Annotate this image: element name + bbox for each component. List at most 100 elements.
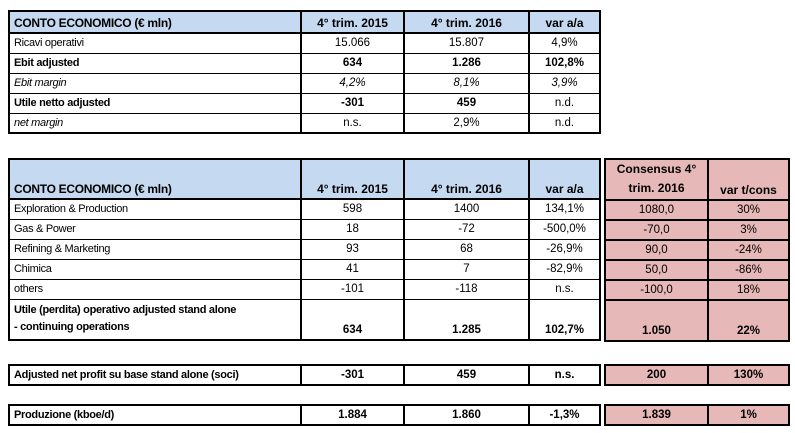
table-cell: 1400 xyxy=(403,198,530,220)
table-cell: 15.807 xyxy=(403,32,530,54)
table-cell: -72 xyxy=(403,218,530,240)
consensus-row-total: 1.050 22% xyxy=(604,299,790,343)
col-header-consensus: Consensus 4° trim. 2016 xyxy=(604,157,709,202)
table-cell: 68 xyxy=(403,238,530,260)
table-cell: 2,9% xyxy=(403,112,530,134)
table-row: Exploration & Production 598 1400 134,1% xyxy=(8,198,601,220)
table-cell: -100,0 xyxy=(604,279,709,302)
table-header-row: CONTO ECONOMICO (€ mln) 4° trim. 2015 4°… xyxy=(8,10,601,34)
table-cell: -301 xyxy=(300,364,405,386)
consensus-row: 1.839 1% xyxy=(604,404,790,426)
row-label: others xyxy=(8,278,302,300)
col-header-q4-2015: 4° trim. 2015 xyxy=(300,158,405,200)
row-label: Utile netto adjusted xyxy=(8,92,302,114)
consensus-row: -70,0 3% xyxy=(604,219,790,242)
table-row-total: Utile (perdita) operativo adjusted stand… xyxy=(8,298,601,341)
row-label: Produzione (kboe/d) xyxy=(8,404,302,426)
table-cell: 459 xyxy=(403,364,530,386)
table-cell: 8,1% xyxy=(403,72,530,94)
table-cell: 1080,0 xyxy=(604,199,709,222)
table-cell: n.s. xyxy=(528,364,601,386)
table-cell: -24% xyxy=(707,239,790,262)
income-statement-summary-table: CONTO ECONOMICO (€ mln) 4° trim. 2015 4°… xyxy=(8,10,601,134)
row-label: Gas & Power xyxy=(8,218,302,240)
col-header-q4-2015: 4° trim. 2015 xyxy=(300,10,405,34)
table-cell: 4,2% xyxy=(300,72,405,94)
row-label: Exploration & Production xyxy=(8,198,302,220)
table-cell: 1% xyxy=(707,404,790,426)
adjusted-net-profit-consensus: 200 130% xyxy=(604,364,790,386)
table-cell: -500,0% xyxy=(528,218,601,240)
table-cell: -82,9% xyxy=(528,258,601,280)
table-cell: 30% xyxy=(707,199,790,222)
row-label: Ebit adjusted xyxy=(8,52,302,74)
table-cell: 3,9% xyxy=(528,72,601,94)
col-header-var-cons: var t/cons xyxy=(707,157,790,202)
table-row: Produzione (kboe/d) 1.884 1.860 -1,3% xyxy=(8,404,601,426)
table-row: Utile netto adjusted -301 459 n.d. xyxy=(8,92,601,114)
table-row: Refining & Marketing 93 68 -26,9% xyxy=(8,238,601,260)
table-cell: 22% xyxy=(707,299,790,343)
consensus-panel: Consensus 4° trim. 2016 var t/cons 1080,… xyxy=(604,157,790,343)
table-cell: 1.839 xyxy=(604,404,709,426)
adjusted-net-profit-row: Adjusted net profit su base stand alone … xyxy=(8,364,601,386)
consensus-row: 90,0 -24% xyxy=(604,239,790,262)
table-cell: 459 xyxy=(403,92,530,114)
table-cell: n.d. xyxy=(528,112,601,134)
consensus-header-row: Consensus 4° trim. 2016 var t/cons xyxy=(604,157,790,202)
table-cell: n.d. xyxy=(528,92,601,114)
table-title: CONTO ECONOMICO (€ mln) xyxy=(8,158,302,200)
table-cell: -118 xyxy=(403,278,530,300)
consensus-row: -100,0 18% xyxy=(604,279,790,302)
row-label: Utile (perdita) operativo adjusted stand… xyxy=(8,298,302,341)
table-row: Chimica 41 7 -82,9% xyxy=(8,258,601,280)
consensus-row: 1080,0 30% xyxy=(604,199,790,222)
col-header-var-yoy: var a/a xyxy=(528,10,601,34)
table-cell: 134,1% xyxy=(528,198,601,220)
table-header-row: CONTO ECONOMICO (€ mln) 4° trim. 2015 4°… xyxy=(8,158,601,200)
table-cell: 93 xyxy=(300,238,405,260)
row-label: Refining & Marketing xyxy=(8,238,302,260)
row-label: net margin xyxy=(8,112,302,134)
table-cell: 7 xyxy=(403,258,530,280)
table-cell: -86% xyxy=(707,259,790,282)
consensus-row: 200 130% xyxy=(604,364,790,386)
col-header-q4-2016: 4° trim. 2016 xyxy=(403,158,530,200)
table-cell: 90,0 xyxy=(604,239,709,262)
table-cell: 4,9% xyxy=(528,32,601,54)
table-cell: 1.286 xyxy=(403,52,530,74)
table-cell: 634 xyxy=(300,52,405,74)
table-cell: 130% xyxy=(707,364,790,386)
table-cell: -101 xyxy=(300,278,405,300)
table-cell: 102,8% xyxy=(528,52,601,74)
table-row: Ricavi operativi 15.066 15.807 4,9% xyxy=(8,32,601,54)
table-cell: -301 xyxy=(300,92,405,114)
consensus-row: 50,0 -86% xyxy=(604,259,790,282)
table-row: Gas & Power 18 -72 -500,0% xyxy=(8,218,601,240)
table-cell: 1.884 xyxy=(300,404,405,426)
table-cell: 41 xyxy=(300,258,405,280)
table-cell: n.s. xyxy=(528,278,601,300)
table-cell: 200 xyxy=(604,364,709,386)
row-label: Adjusted net profit su base stand alone … xyxy=(8,364,302,386)
table-cell: 598 xyxy=(300,198,405,220)
table-cell: -26,9% xyxy=(528,238,601,260)
table-row: Ebit margin 4,2% 8,1% 3,9% xyxy=(8,72,601,94)
table-cell: -1,3% xyxy=(528,404,601,426)
table-cell: -70,0 xyxy=(604,219,709,242)
table-row: net margin n.s. 2,9% n.d. xyxy=(8,112,601,134)
row-label: Ebit margin xyxy=(8,72,302,94)
table-cell: 102,7% xyxy=(528,298,601,341)
table-title: CONTO ECONOMICO (€ mln) xyxy=(8,10,302,34)
table-cell: 18 xyxy=(300,218,405,240)
row-label: Chimica xyxy=(8,258,302,280)
table-row: others -101 -118 n.s. xyxy=(8,278,601,300)
table-cell: 18% xyxy=(707,279,790,302)
table-cell: 1.860 xyxy=(403,404,530,426)
col-header-q4-2016: 4° trim. 2016 xyxy=(403,10,530,34)
col-header-var-yoy: var a/a xyxy=(528,158,601,200)
table-cell: 1.050 xyxy=(604,299,709,343)
table-row: Ebit adjusted 634 1.286 102,8% xyxy=(8,52,601,74)
row-label: Ricavi operativi xyxy=(8,32,302,54)
